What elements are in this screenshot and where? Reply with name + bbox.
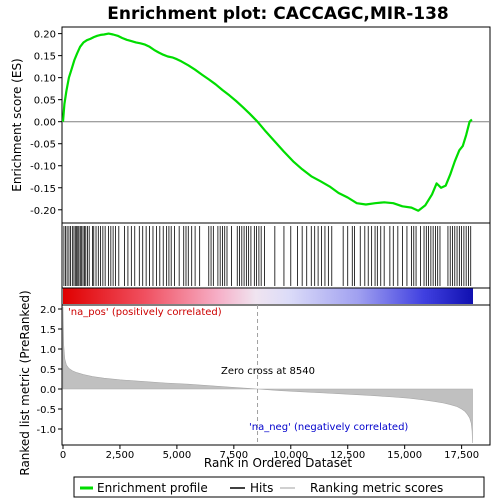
rank-y-tick-label: -1.0 <box>36 425 56 436</box>
es-y-tick-label: -0.15 <box>30 184 56 195</box>
rank-y-tick-label: -0.5 <box>36 405 56 416</box>
x-tick-label: 17,500 <box>444 450 479 461</box>
rank-y-tick-label: 1.5 <box>40 325 56 336</box>
es-panel-frame <box>62 27 490 223</box>
x-axis-label: Rank in Ordered Dataset <box>204 456 352 470</box>
rank-y-tick-label: 1.0 <box>40 345 56 356</box>
legend-hits-label: Hits <box>250 481 273 495</box>
es-y-tick-label: 0.05 <box>34 96 56 107</box>
rank-y-tick-label: 2.0 <box>40 305 56 316</box>
es-y-tick-label: -0.20 <box>30 206 56 217</box>
legend: Enrichment profile Hits Ranking metric s… <box>74 477 484 497</box>
zero-cross-label: Zero cross at 8540 <box>221 366 315 377</box>
es-y-tick-label: 0.15 <box>34 52 56 63</box>
rank-y-ticks: 2.0 1.5 1.0 0.5 0.0 -0.5 -1.0 <box>36 305 62 436</box>
chart-title: Enrichment plot: CACCAGC,MIR-138 <box>107 4 449 24</box>
hits-panel <box>62 223 490 288</box>
legend-enrichment-label: Enrichment profile <box>97 481 208 495</box>
es-y-ticks: 0.20 0.15 0.10 0.05 0.00 -0.05 -0.10 -0.15 -0.20 <box>30 30 62 217</box>
negative-correlation-label: 'na_neg' (negatively correlated) <box>249 422 408 433</box>
rank-y-axis-label: Ranked list metric (PreRanked) <box>18 290 32 475</box>
enrichment-score-panel: 0.20 0.15 0.10 0.05 0.00 -0.05 -0.10 -0.15 -0.20… <box>10 27 490 223</box>
es-y-tick-label: 0.10 <box>34 74 56 85</box>
es-y-tick-label: 0.20 <box>34 30 56 41</box>
es-y-axis-label: Enrichment score (ES) <box>10 58 24 191</box>
rank-color-bar <box>62 288 490 305</box>
rank-y-tick-label: 0.5 <box>40 365 56 376</box>
es-y-tick-label: -0.05 <box>30 140 56 151</box>
positive-correlation-label: 'na_pos' (positively correlated) <box>68 307 222 318</box>
x-tick-label: 2,500 <box>106 450 135 461</box>
es-y-tick-label: -0.10 <box>30 162 56 173</box>
ranking-metric-panel: 2.0 1.5 1.0 0.5 0.0 -0.5 -1.0 'na_pos' (positi… <box>18 290 490 475</box>
legend-ranking-label: Ranking metric scores <box>310 481 443 495</box>
es-y-tick-label: 0.00 <box>34 118 56 129</box>
x-tick-label: 5,000 <box>163 450 192 461</box>
hits-panel-frame <box>62 223 490 288</box>
rank-color-bar-fill <box>63 288 473 304</box>
x-tick-label: 15,000 <box>387 450 422 461</box>
x-tick-label: 0 <box>60 450 66 461</box>
rank-y-tick-label: 0.0 <box>40 385 56 396</box>
